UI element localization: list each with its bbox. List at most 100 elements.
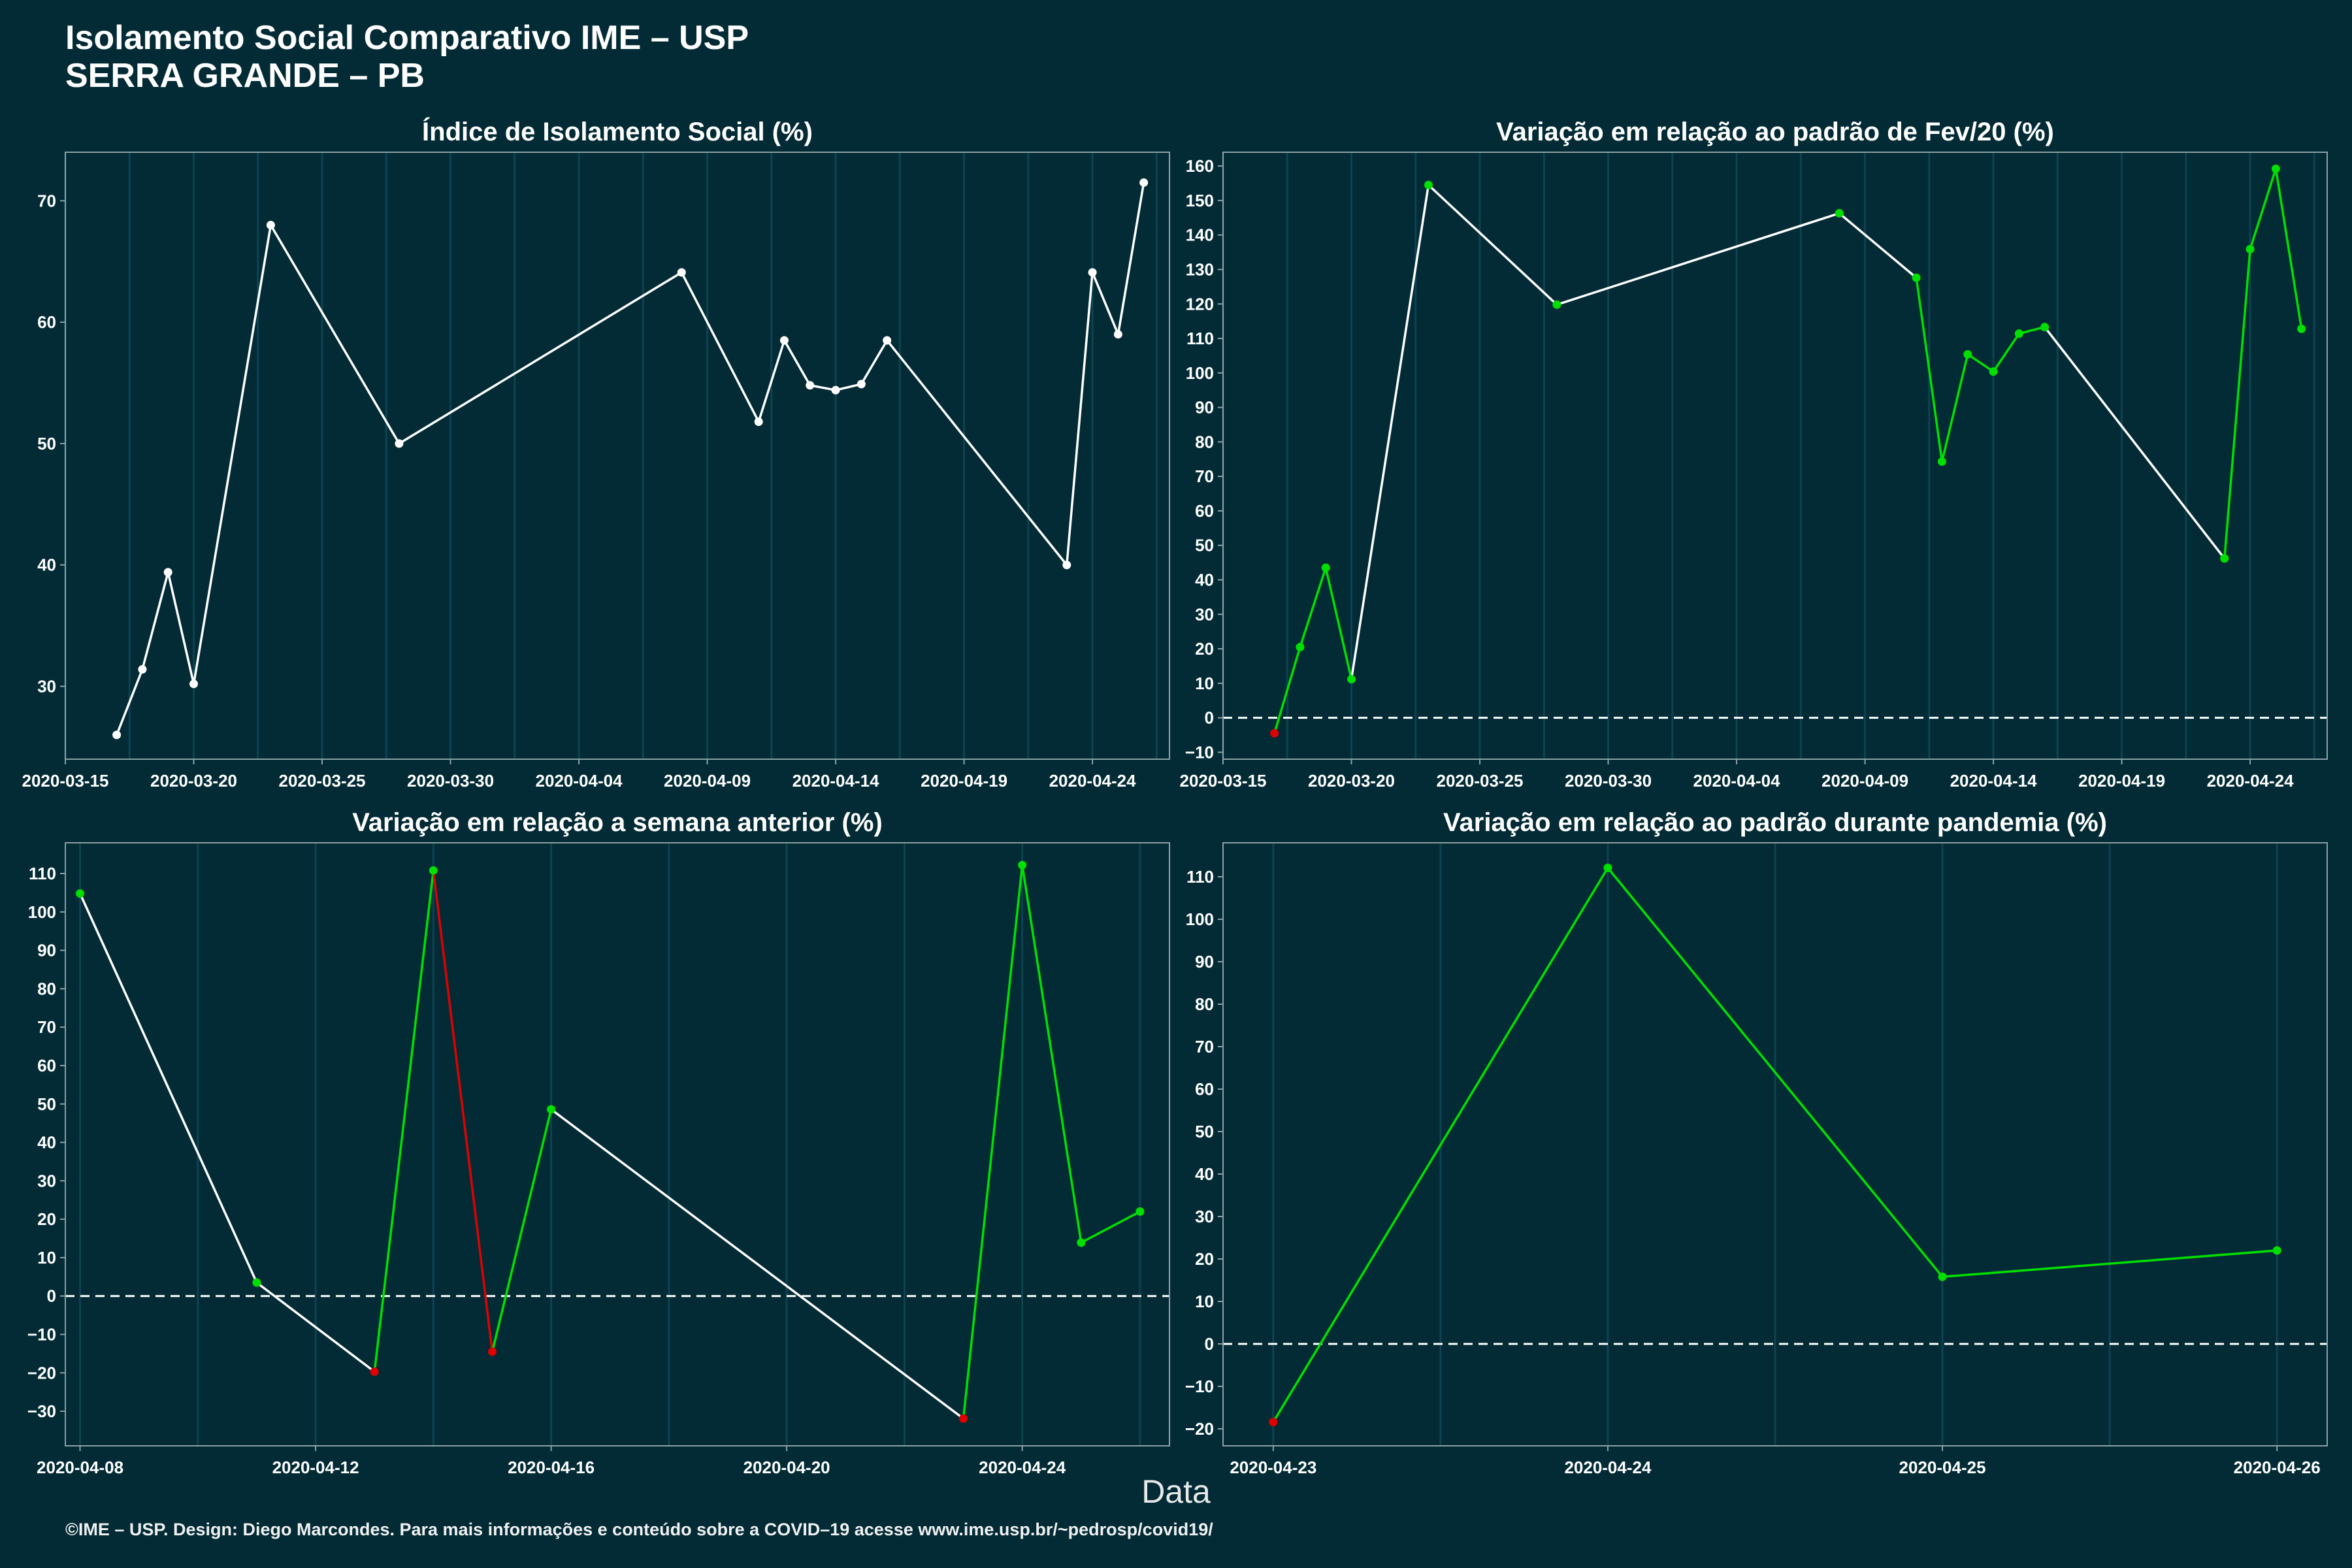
x-tick-label: 2020-04-09: [664, 771, 751, 791]
x-tick-label: 2020-03-15: [1180, 771, 1267, 791]
y-tick-label: 20: [1195, 1249, 1214, 1269]
data-point: [76, 889, 85, 898]
data-point: [2272, 1246, 2281, 1255]
plot-frame: [1222, 842, 2328, 1446]
series-line-segment: [78, 892, 258, 1283]
series-line-segment: [1607, 867, 1944, 1278]
data-point: [1077, 1238, 1086, 1247]
data-point: [1937, 457, 1946, 466]
series-line-segment: [680, 272, 760, 423]
data-point: [163, 568, 172, 577]
y-tick-label: 90: [1195, 952, 1214, 972]
data-point: [831, 385, 840, 395]
series-line-segment: [1915, 277, 1944, 462]
series-line-segment: [1992, 333, 2020, 372]
y-tick-label: 110: [1186, 867, 1214, 887]
series-line-segment: [2223, 249, 2251, 559]
y-tick-label: 70: [37, 191, 56, 210]
data-point: [1912, 273, 1921, 282]
chart-title: Variação em relação ao padrão de Fev/20 …: [1496, 118, 2054, 146]
chart-title: Índice de Isolamento Social (%): [422, 117, 813, 146]
y-tick-label: 0: [1205, 708, 1214, 728]
y-tick-label: 40: [1195, 1164, 1214, 1184]
figure-title: Isolamento Social Comparativo IME – USP: [65, 19, 749, 57]
plot-frame: [1222, 152, 2328, 760]
data-point: [883, 336, 892, 345]
series-line-segment: [115, 668, 144, 736]
y-tick-label: 80: [1195, 432, 1214, 451]
x-tick-label: 2020-03-30: [407, 771, 494, 791]
data-point: [1603, 863, 1612, 872]
y-tick-label: 70: [1195, 1037, 1214, 1056]
y-tick-label: 60: [37, 312, 56, 332]
series-line-segment: [373, 870, 435, 1372]
data-point: [395, 439, 404, 448]
series-line-segment: [2249, 168, 2278, 250]
data-point: [1552, 300, 1561, 309]
data-point: [1989, 367, 1998, 376]
series-line-segment: [1066, 272, 1094, 565]
x-tick-label: 2020-03-25: [279, 771, 366, 791]
y-tick-label: 20: [1195, 639, 1214, 659]
y-tick-label: −10: [27, 1325, 56, 1345]
series-line-segment: [1940, 353, 1969, 462]
data-point: [1963, 350, 1972, 359]
data-point: [1835, 208, 1844, 218]
y-tick-label: 50: [37, 434, 56, 453]
series-line-segment: [1117, 182, 1145, 335]
series-line-segment: [550, 1108, 964, 1420]
series-line-segment: [1967, 353, 1995, 373]
data-point: [779, 336, 789, 345]
series-line-segment: [962, 864, 1024, 1419]
data-point: [252, 1278, 261, 1287]
y-tick-label: 90: [37, 941, 56, 960]
y-tick-label: −10: [1185, 742, 1214, 762]
x-tick-label: 2020-04-16: [508, 1458, 595, 1477]
series-line-segment: [1299, 567, 1327, 647]
series-line-segment: [860, 340, 889, 385]
data-point: [1270, 728, 1279, 738]
y-tick-label: 10: [1195, 674, 1214, 693]
data-point: [1321, 563, 1330, 572]
series-line-segment: [757, 340, 786, 423]
series-line-segment: [255, 1281, 376, 1373]
data-point: [1296, 642, 1305, 651]
series-line-segment: [1080, 1210, 1141, 1244]
data-point: [2220, 554, 2229, 563]
chart-title: Variação em relação a semana anterior (%…: [352, 808, 883, 837]
series-line-segment: [167, 572, 195, 685]
series-line-segment: [809, 384, 836, 391]
x-tick-label: 2020-04-12: [272, 1458, 359, 1477]
y-tick-label: 80: [37, 979, 56, 998]
plot-frame: [65, 842, 1170, 1446]
y-tick-label: 0: [1205, 1334, 1214, 1354]
data-point: [806, 381, 815, 390]
data-point: [1269, 1418, 1278, 1427]
y-tick-label: 120: [1186, 294, 1214, 314]
y-tick-label: 30: [1195, 1207, 1214, 1226]
series-line-segment: [1272, 867, 1609, 1423]
data-point: [112, 730, 122, 740]
series-line-segment: [1273, 646, 1301, 734]
series-line-segment: [1091, 272, 1120, 335]
y-tick-label: 160: [1186, 156, 1214, 176]
data-point: [189, 679, 199, 689]
x-tick-label: 2020-04-25: [1899, 1458, 1986, 1477]
data-point: [2040, 323, 2050, 332]
x-tick-label: 2020-03-25: [1437, 771, 1524, 791]
data-point: [2014, 329, 2023, 338]
series-line-segment: [491, 1109, 553, 1352]
y-tick-label: 110: [29, 864, 56, 883]
x-tick-label: 2020-03-30: [1565, 771, 1652, 791]
series-line-segment: [1556, 212, 1840, 306]
y-tick-label: 30: [37, 1171, 56, 1190]
series-line-segment: [1942, 1249, 2278, 1279]
y-tick-label: 140: [1186, 225, 1214, 245]
x-tick-label: 2020-04-19: [921, 771, 1007, 791]
y-tick-label: 70: [37, 1017, 56, 1037]
series-line-segment: [1350, 184, 1430, 679]
data-point: [857, 380, 866, 389]
y-tick-label: 130: [1186, 259, 1214, 279]
figure-subtitle: SERRA GRANDE – PB: [65, 57, 425, 95]
